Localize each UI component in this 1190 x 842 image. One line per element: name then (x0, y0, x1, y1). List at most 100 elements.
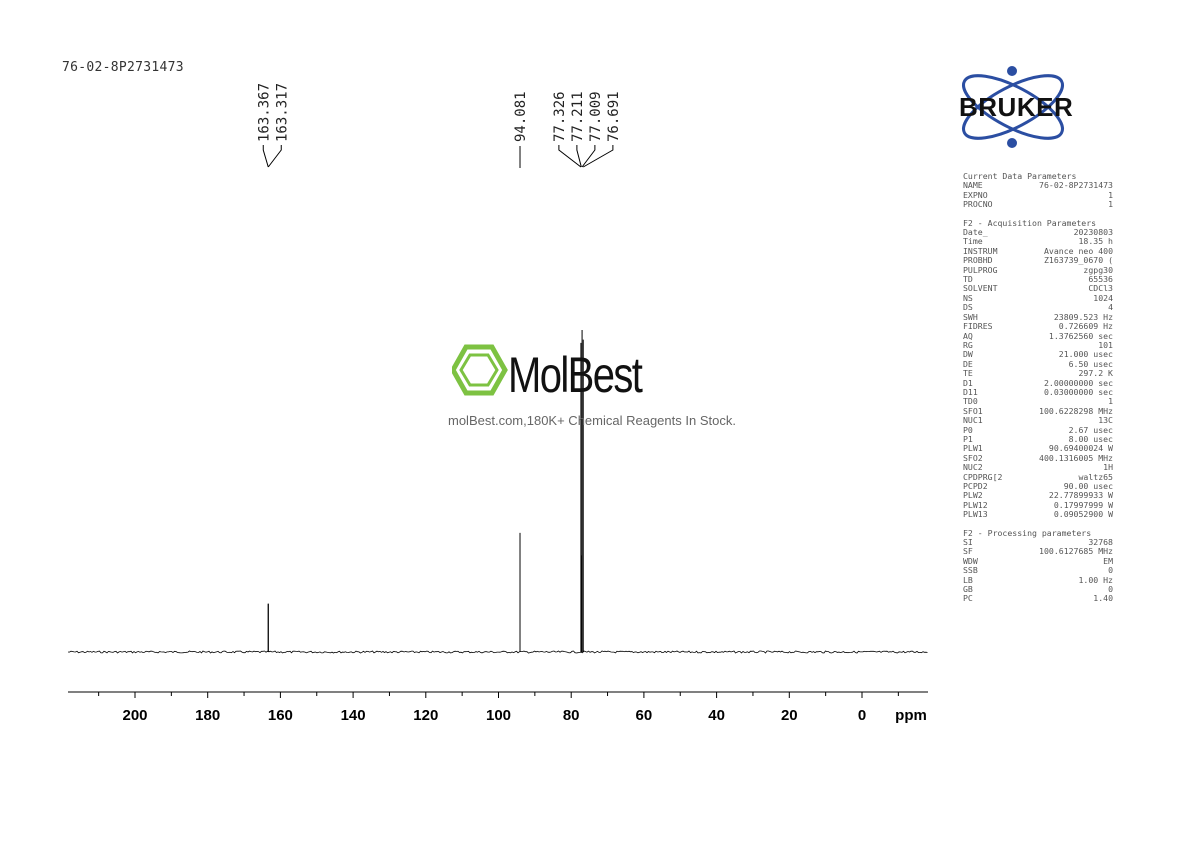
peak-label: 94.081 (513, 91, 529, 142)
parameter-value: 1 (1108, 199, 1113, 210)
parameter-key: PLW2 (963, 490, 983, 501)
peak-label-connector (262, 145, 269, 168)
peak-label-connector (558, 145, 582, 168)
parameter-row: SSB 0 (963, 565, 1113, 576)
parameter-value: 2.67 usec (1068, 424, 1113, 435)
x-tick-label: 60 (636, 707, 653, 724)
parameter-value: zgpg30 (1083, 264, 1113, 275)
parameter-key: D11 (963, 386, 978, 397)
peak-label: 77.211 (570, 91, 586, 142)
parameter-key: DE (963, 358, 973, 369)
parameter-row: SI 32768 (963, 537, 1113, 548)
parameter-value: 22.77899933 W (1048, 490, 1113, 501)
parameter-value: 2.00000000 sec (1043, 377, 1113, 388)
parameter-key: FIDRES (963, 321, 993, 332)
parameter-key: PCPD2 (963, 481, 988, 491)
parameter-value: 1 (1108, 189, 1113, 200)
parameter-key: SSB (963, 565, 978, 576)
parameter-row: SF 100.6127685 MHz (963, 546, 1113, 557)
parameter-key: SI (963, 537, 973, 548)
x-tick-label: 180 (195, 707, 220, 724)
parameter-value: 0.17997999 W (1053, 499, 1113, 510)
parameter-key: NUC2 (963, 462, 983, 473)
parameter-row: PLW1 90.69400024 W (963, 443, 1113, 454)
parameter-row: LB 1.00 Hz (963, 574, 1113, 585)
parameter-value: 23809.523 Hz (1053, 311, 1113, 322)
peak-label-connector (576, 145, 582, 168)
x-tick-label: 0 (858, 707, 866, 724)
parameter-row: PC 1.40 (963, 593, 1113, 604)
parameter-row: Time 18.35 h (963, 237, 1113, 247)
x-tick-label: 20 (781, 707, 798, 724)
parameter-row: CPDPRG[2 waltz65 (963, 471, 1113, 482)
parameter-row: NUC1 13C (963, 415, 1113, 426)
parameter-value: 1.00 Hz (1078, 574, 1113, 585)
peak-label-connector (581, 145, 596, 168)
peak-label: 77.009 (588, 91, 604, 142)
sample-name: 76-02-8P2731473 (62, 60, 184, 75)
parameter-key: TE (963, 368, 973, 379)
parameter-key: CPDPRG[2 (963, 471, 1003, 482)
watermark-tagline: molBest.com,180K+ Chemical Reagents In S… (448, 413, 736, 428)
parameter-value: 1.3762560 sec (1048, 330, 1113, 341)
parameter-value: 400.1316005 MHz (1039, 452, 1113, 463)
watermark-brand: MolBest (508, 347, 643, 403)
atom-orbit-icon (962, 66, 1064, 148)
parameter-row: PLW12 0.17997999 W (963, 499, 1113, 510)
parameter-value: 100.6127685 MHz (1039, 546, 1113, 557)
parameter-row: PULPROG zgpg30 (963, 264, 1113, 275)
parameter-row: INSTRUM Avance neo 400 (963, 245, 1113, 256)
parameter-value: 0 (1108, 584, 1113, 595)
parameter-row: TD 65536 (963, 274, 1113, 284)
parameter-key: NUC1 (963, 415, 983, 426)
parameter-key: Date_ (963, 227, 988, 238)
parameter-section-heading: F2 - Acquisition Parameters (963, 217, 1097, 228)
parameter-row: Date_ 20230803 (963, 227, 1113, 238)
parameter-value: 1.40 (1093, 593, 1113, 604)
x-tick-label: 40 (708, 707, 725, 724)
x-axis-label: ppm (895, 707, 927, 724)
parameter-key: DW (963, 349, 973, 360)
parameter-key: SFO2 (963, 452, 983, 463)
parameter-value: Avance neo 400 (1043, 245, 1113, 256)
parameter-row: SOLVENT CDCl3 (963, 284, 1113, 294)
parameter-row: AQ 1.3762560 sec (963, 330, 1113, 341)
parameter-key: PLW12 (963, 499, 988, 510)
peak-label: 163.317 (274, 83, 290, 142)
parameter-key: EXPNO (963, 189, 988, 200)
parameter-value: 0 (1108, 565, 1113, 576)
parameter-row: PLW2 22.77899933 W (963, 490, 1113, 501)
parameter-row: NUC2 1H (963, 462, 1113, 473)
parameter-row: D11 0.03000000 sec (963, 386, 1113, 397)
parameter-key: INSTRUM (963, 245, 998, 256)
parameter-value: 20230803 (1073, 227, 1113, 238)
parameter-value: 8.00 usec (1068, 433, 1113, 444)
parameter-value: 32768 (1088, 537, 1113, 548)
parameter-row: D1 2.00000000 sec (963, 377, 1113, 388)
x-tick-label: 160 (268, 707, 293, 724)
parameter-row: FIDRES 0.726609 Hz (963, 321, 1113, 332)
parameter-row: NAME 76-02-8P2731473 (963, 180, 1113, 191)
parameter-value: EM (1103, 555, 1113, 566)
parameter-value: 0.09052900 W (1053, 509, 1113, 520)
parameter-key: GB (963, 584, 973, 595)
parameter-row: P0 2.67 usec (963, 424, 1113, 435)
parameter-key: SF (963, 546, 973, 557)
parameter-key: WDW (963, 555, 978, 566)
parameter-row: P1 8.00 usec (963, 433, 1113, 444)
parameter-value: waltz65 (1078, 471, 1113, 482)
parameter-row: PROBHD Z163739_0670 ( (963, 255, 1113, 265)
parameter-row: SFO1 100.6228298 MHz (963, 405, 1113, 416)
parameter-value: 297.2 K (1078, 368, 1113, 379)
parameter-row: PLW13 0.09052900 W (963, 509, 1113, 520)
parameter-key: SFO1 (963, 405, 983, 416)
x-tick-label: 140 (341, 707, 366, 724)
parameter-section-heading: Current Data Parameters (963, 171, 1077, 181)
parameter-row: EXPNO 1 (963, 189, 1113, 200)
parameter-value: 76-02-8P2731473 (1039, 180, 1113, 191)
x-tick-label: 100 (486, 707, 511, 724)
parameter-value: 90.69400024 W (1048, 443, 1113, 454)
peak-label: 163.367 (256, 83, 272, 142)
